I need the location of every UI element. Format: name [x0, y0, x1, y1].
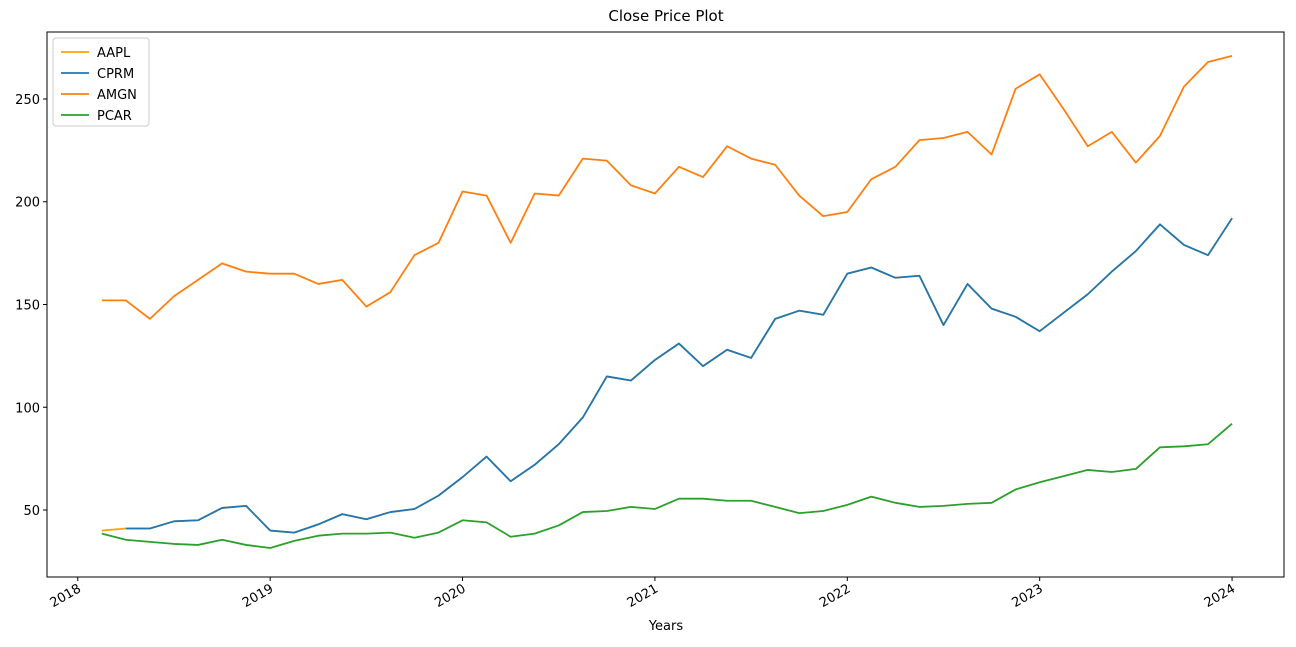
- x-tick-label: 2021: [625, 581, 661, 611]
- x-tick-label: 2020: [432, 581, 468, 611]
- x-tick-label: 2018: [48, 581, 84, 611]
- legend-label: AMGN: [97, 88, 137, 103]
- y-tick-label: 250: [15, 93, 40, 108]
- y-tick-label: 150: [15, 299, 40, 314]
- x-axis-label: Years: [648, 619, 684, 634]
- y-tick-label: 200: [15, 196, 40, 211]
- legend-label: PCAR: [97, 109, 132, 124]
- x-tick-label: 2023: [1010, 581, 1046, 611]
- series-line: [101, 217, 1233, 534]
- y-tick-label: 100: [15, 401, 40, 416]
- x-tick-label: 2019: [240, 581, 276, 611]
- x-tick-label: 2022: [817, 581, 853, 611]
- x-tick-label: 2024: [1202, 581, 1238, 611]
- series-line: [101, 423, 1233, 549]
- y-tick-label: 50: [23, 504, 40, 519]
- legend-box: [52, 37, 150, 127]
- series-line: [101, 54, 1233, 320]
- chart-title: Close Price Plot: [608, 7, 723, 25]
- legend-label: AAPL: [97, 46, 131, 61]
- plot-frame: [46, 31, 1285, 578]
- legend-label: CPRM: [97, 67, 134, 82]
- series-line: [125, 217, 1233, 534]
